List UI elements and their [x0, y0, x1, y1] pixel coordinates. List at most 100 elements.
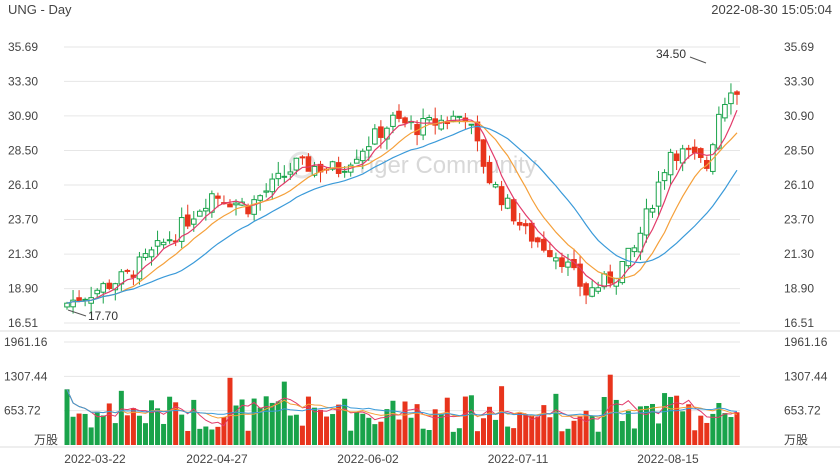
vol-ma10-line	[66, 389, 738, 419]
volume-axis-left: 1961.16 1307.44 653.72 万股	[4, 335, 58, 447]
volume-bar	[698, 415, 704, 445]
volume-bar	[336, 404, 342, 445]
candle-body	[480, 139, 487, 167]
candle-body	[402, 117, 408, 124]
candle-body	[378, 126, 384, 138]
volume-bar	[607, 374, 613, 445]
volume-bar	[535, 416, 541, 445]
candle-body	[184, 214, 191, 227]
candle-body	[432, 118, 438, 126]
volume-bar	[76, 413, 82, 445]
volume-unit-label: 万股	[34, 433, 58, 447]
volume-bar	[118, 390, 124, 445]
price-tick-label: 30.90	[784, 109, 814, 123]
volume-bar	[487, 406, 493, 445]
volume-bar	[541, 405, 547, 445]
chart-title: UNG - Day	[8, 2, 72, 17]
ma5-line	[66, 109, 738, 304]
volume-bar	[88, 427, 94, 445]
candle-body	[190, 218, 197, 225]
volume-bar	[728, 417, 734, 445]
volume-bar	[384, 409, 390, 445]
volume-bar	[613, 399, 619, 445]
candle-body	[390, 114, 396, 127]
volume-bar	[505, 426, 511, 445]
volume-bar	[396, 419, 402, 445]
candle-body	[426, 116, 432, 121]
volume-bar	[360, 413, 366, 445]
volume-bars	[64, 374, 740, 445]
candle-body	[601, 273, 607, 288]
candle-body	[100, 283, 107, 293]
candle-body	[227, 203, 233, 208]
candle-body	[492, 184, 499, 188]
volume-bar	[203, 426, 209, 445]
volume-bar	[257, 407, 263, 445]
candle-body	[456, 115, 463, 118]
date-tick-label: 2022-04-27	[186, 452, 248, 466]
date-tick-label: 2022-08-15	[637, 452, 699, 466]
candle-body	[438, 119, 445, 130]
volume-bar	[324, 416, 330, 445]
volume-bar	[378, 421, 384, 445]
price-tick-label: 21.30	[8, 247, 38, 261]
candle-body	[565, 261, 571, 268]
candle-body	[559, 257, 565, 268]
volume-bar	[82, 413, 88, 445]
volume-average-lines	[66, 389, 738, 427]
candle-body	[372, 128, 378, 145]
volume-bar	[209, 429, 215, 445]
candles	[64, 83, 740, 315]
candle-body	[637, 232, 644, 253]
volume-bar	[215, 426, 221, 445]
date-tick-label: 2022-06-02	[337, 452, 399, 466]
volume-bar	[656, 423, 662, 445]
price-tick-label: 30.90	[8, 109, 38, 123]
volume-bar	[734, 412, 740, 445]
volume-tick-label: 1961.16	[784, 335, 828, 349]
candle-body	[522, 223, 529, 227]
candle-body	[444, 121, 451, 124]
price-annotations: 34.50 17.70	[67, 47, 707, 323]
volume-bar	[619, 421, 625, 445]
candle-body	[299, 156, 306, 159]
candle-body	[528, 222, 535, 242]
volume-bar	[680, 411, 686, 445]
candle-body	[589, 287, 595, 297]
volume-bar	[649, 403, 655, 445]
candle-body	[541, 238, 547, 251]
candle-body	[203, 207, 209, 212]
volume-bar	[233, 405, 239, 445]
volume-axis-right: 1961.16 1307.44 653.72 万股	[784, 335, 828, 447]
candle-body	[287, 171, 294, 175]
volume-bar	[444, 397, 450, 445]
candle-body	[353, 158, 360, 164]
candle-body	[396, 110, 402, 119]
volume-bar	[468, 395, 474, 445]
candle-body	[341, 170, 348, 173]
candle-body	[293, 157, 300, 171]
candle-body	[728, 92, 734, 105]
volume-bar	[197, 428, 203, 445]
moving-average-lines	[66, 109, 738, 304]
candle-body	[275, 172, 282, 180]
volume-bar	[179, 414, 185, 445]
volume-bar	[239, 399, 245, 445]
candle-body	[631, 247, 638, 253]
volume-bar	[456, 428, 462, 445]
candle-body	[595, 287, 601, 292]
volume-bar	[438, 414, 444, 445]
volume-bar	[64, 389, 70, 445]
volume-bar	[480, 418, 486, 445]
volume-bar	[511, 428, 517, 445]
watermark-text: Tiger Community	[355, 152, 537, 179]
volume-bar	[263, 396, 269, 445]
candle-body	[734, 91, 740, 95]
candle-body	[547, 250, 553, 258]
volume-bar	[191, 399, 197, 445]
price-tick-label: 28.50	[8, 143, 38, 157]
price-tick-label: 16.51	[784, 316, 814, 330]
volume-bar	[245, 430, 251, 445]
volume-bar	[722, 413, 728, 445]
